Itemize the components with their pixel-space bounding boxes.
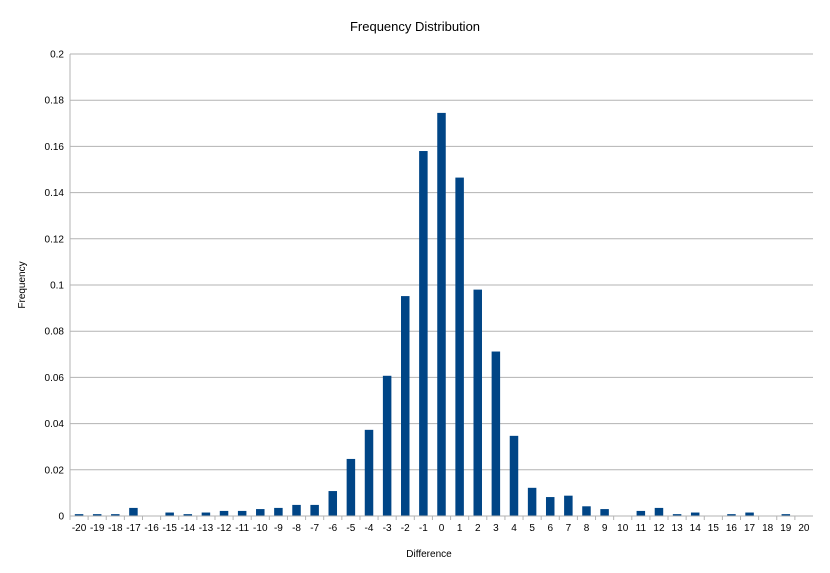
bar <box>582 506 591 516</box>
bar <box>201 512 211 516</box>
bar <box>672 514 682 516</box>
x-tick-label: 6 <box>547 523 553 534</box>
x-tick-label: 11 <box>636 523 647 534</box>
bar <box>781 514 791 516</box>
x-tick-label: -5 <box>346 523 355 534</box>
x-tick-label: -11 <box>235 523 249 534</box>
x-tick-label: -12 <box>217 523 232 534</box>
x-tick-label: 12 <box>653 523 665 534</box>
bar <box>690 512 700 516</box>
bar <box>237 510 247 516</box>
y-axis-ticks: 0 0.02 0.04 0.06 0.08 0.1 0.12 0.14 0.16 0.18 0.2 <box>45 50 65 523</box>
x-axis-label: Difference <box>406 549 452 560</box>
bar <box>382 375 392 516</box>
x-tick-label: 17 <box>744 523 756 534</box>
y-tick-label: 0.18 <box>45 96 65 107</box>
y-tick-label: 0.16 <box>45 142 65 153</box>
x-tick-label: -18 <box>108 523 123 534</box>
bar <box>473 289 482 516</box>
bar <box>509 435 519 516</box>
bar <box>727 514 736 516</box>
chart-title: Frequency Distribution <box>350 19 480 34</box>
y-tick-label: 0.06 <box>45 373 65 384</box>
x-tick-label: -6 <box>328 523 337 534</box>
x-tick-label: -17 <box>126 523 141 534</box>
y-tick-label: 0.2 <box>50 50 64 61</box>
x-tick-label: 1 <box>457 523 463 534</box>
bar <box>745 512 754 516</box>
x-tick-label: -9 <box>274 523 283 534</box>
bar <box>183 514 193 516</box>
bar <box>219 510 229 516</box>
x-tick-label: -16 <box>144 523 159 534</box>
bar <box>292 504 301 516</box>
bar <box>455 177 464 516</box>
y-tick-label: 0.02 <box>45 465 65 476</box>
x-tick-label: -20 <box>72 523 87 534</box>
y-tick-label: 0 <box>58 512 64 523</box>
bar <box>328 491 338 516</box>
bar <box>310 504 319 516</box>
bar <box>256 509 265 516</box>
y-tick-label: 0.1 <box>50 281 64 292</box>
bars <box>74 112 791 516</box>
bar <box>437 112 446 516</box>
x-tick-label: 5 <box>529 523 535 534</box>
x-tick-label: 9 <box>602 523 608 534</box>
x-tick-label: -3 <box>383 523 392 534</box>
bar <box>491 351 501 516</box>
x-tick-label: -7 <box>310 523 319 534</box>
bar <box>74 514 84 516</box>
x-tick-label: -10 <box>253 523 268 534</box>
x-tick-label: -14 <box>181 523 196 534</box>
x-tick-label: 0 <box>439 523 445 534</box>
x-tick-label: 14 <box>690 523 702 534</box>
bar <box>129 507 138 516</box>
y-axis-label: Frequency <box>17 261 28 308</box>
x-tick-label: 7 <box>566 523 572 534</box>
bar <box>419 151 428 516</box>
x-tick-label: -19 <box>90 523 105 534</box>
x-tick-label: 20 <box>798 523 810 534</box>
x-tick-label: 8 <box>584 523 590 534</box>
y-tick-label: 0.14 <box>45 188 65 199</box>
x-tick-label: -13 <box>199 523 214 534</box>
bar <box>564 495 573 516</box>
bar <box>654 507 664 516</box>
x-tick-label: -1 <box>419 523 428 534</box>
y-tick-label: 0.04 <box>45 419 65 430</box>
bar <box>274 507 283 516</box>
bar <box>364 429 374 516</box>
x-tick-label: 4 <box>511 523 517 534</box>
bar <box>545 497 555 516</box>
x-tick-label: 3 <box>493 523 499 534</box>
bar <box>636 510 646 516</box>
y-tick-label: 0.08 <box>45 327 65 338</box>
bar <box>165 512 174 516</box>
x-tick-label: -2 <box>401 523 410 534</box>
x-tick-label: -8 <box>292 523 301 534</box>
bar <box>401 296 410 516</box>
x-tick-label: 19 <box>780 523 792 534</box>
x-tick-label: 16 <box>726 523 738 534</box>
x-tick-label: 13 <box>672 523 684 534</box>
bar <box>111 514 120 516</box>
x-axis-ticks: -20 -19 -18 -17 -16 -15 -14 -13 -12 -11 -10 -9 -8 -7-… <box>69 516 810 534</box>
x-tick-label: -15 <box>162 523 177 534</box>
x-tick-label: 15 <box>708 523 720 534</box>
bar <box>92 514 102 516</box>
x-tick-label: 18 <box>762 523 774 534</box>
x-tick-label: 2 <box>475 523 481 534</box>
bar <box>600 509 609 516</box>
x-tick-label: -4 <box>365 523 374 534</box>
x-tick-label: 10 <box>617 523 629 534</box>
bar <box>527 487 537 516</box>
y-tick-label: 0.12 <box>45 234 65 245</box>
bar <box>346 458 356 516</box>
